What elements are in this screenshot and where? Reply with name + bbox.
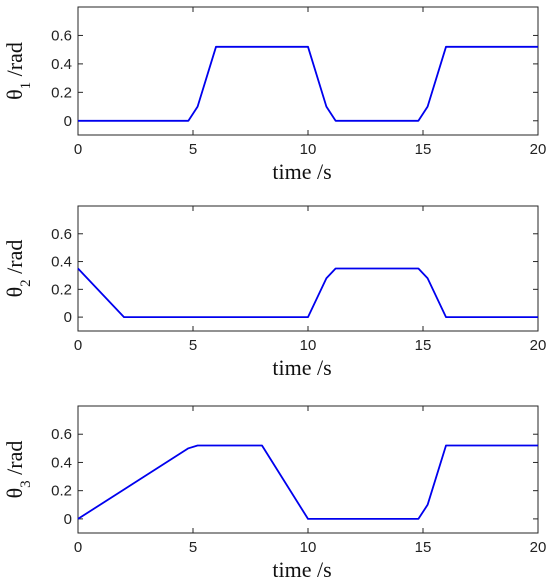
x-tick-label-1-3: 15 xyxy=(415,141,432,158)
x-tick-label-2-0: 0 xyxy=(74,337,82,354)
y-axis-symbol-2: θ xyxy=(2,287,27,298)
chart-panel-3: 0 5 10 15 20 0 0.2 0.4 0.6 time /s θ3 /rad xyxy=(2,405,547,582)
plot-frame-2 xyxy=(77,205,539,332)
y-tick-label-2-1: 0.2 xyxy=(51,281,72,298)
x-axis-label-3: time /s xyxy=(272,557,331,582)
y-axis-unit-1: /rad xyxy=(2,42,27,82)
y-axis-subscript-2: 2 xyxy=(18,279,34,287)
y-tick-label-2-3: 0.6 xyxy=(51,226,72,243)
y-axis-subscript-1: 1 xyxy=(18,82,34,90)
y-tick-label-3-2: 0.4 xyxy=(51,454,72,471)
y-tick-label-1-0: 0 xyxy=(64,113,72,130)
x-tick-label-3-2: 10 xyxy=(300,539,317,556)
y-tick-label-3-3: 0.6 xyxy=(51,426,72,443)
x-tick-label-1-1: 5 xyxy=(189,141,197,158)
y-tick-label-3-1: 0.2 xyxy=(51,483,72,500)
y-tick-label-1-3: 0.6 xyxy=(51,27,72,44)
y-tick-label-1-2: 0.4 xyxy=(51,56,72,73)
x-tick-label-3-1: 5 xyxy=(189,539,197,556)
y-tick-label-3-0: 0 xyxy=(64,511,72,528)
y-tick-label-2-0: 0 xyxy=(64,309,72,326)
x-tick-label-1-0: 0 xyxy=(74,141,82,158)
y-axis-label-3: θ3 /rad xyxy=(2,441,34,499)
chart-panel-1: 0 5 10 15 20 0 0.2 0.4 0.6 time /s θ1 /rad xyxy=(2,6,547,184)
x-tick-label-1-2: 10 xyxy=(300,141,317,158)
y-axis-label-2: θ2 /rad xyxy=(2,240,34,298)
y-tick-label-2-2: 0.4 xyxy=(51,254,72,271)
y-tick-label-1-1: 0.2 xyxy=(51,84,72,101)
x-tick-label-2-2: 10 xyxy=(300,337,317,354)
x-tick-label-3-0: 0 xyxy=(74,539,82,556)
x-tick-label-2-3: 15 xyxy=(415,337,432,354)
y-axis-unit-2: /rad xyxy=(2,240,27,280)
chart-panel-2: 0 5 10 15 20 0 0.2 0.4 0.6 time /s θ2 /rad xyxy=(2,205,547,380)
x-tick-label-2-4: 20 xyxy=(530,337,547,354)
series-line-2-1 xyxy=(77,267,538,319)
x-axis-label-1: time /s xyxy=(272,159,331,184)
x-tick-label-1-4: 20 xyxy=(530,141,547,158)
plot-frame-3 xyxy=(77,405,539,534)
series-line-1-1 xyxy=(78,45,538,122)
y-axis-symbol-3: θ xyxy=(2,488,27,499)
x-tick-label-2-1: 5 xyxy=(189,337,197,354)
x-tick-label-3-4: 20 xyxy=(530,539,547,556)
plot-frame-1 xyxy=(77,6,539,136)
x-axis-label-2: time /s xyxy=(272,355,331,380)
series-line-3-1 xyxy=(77,444,538,520)
y-axis-subscript-3: 3 xyxy=(18,480,34,488)
y-axis-unit-3: /rad xyxy=(2,441,27,481)
x-tick-label-3-3: 15 xyxy=(415,539,432,556)
y-axis-symbol-1: θ xyxy=(2,89,27,100)
y-axis-label-1: θ1 /rad xyxy=(2,42,34,100)
